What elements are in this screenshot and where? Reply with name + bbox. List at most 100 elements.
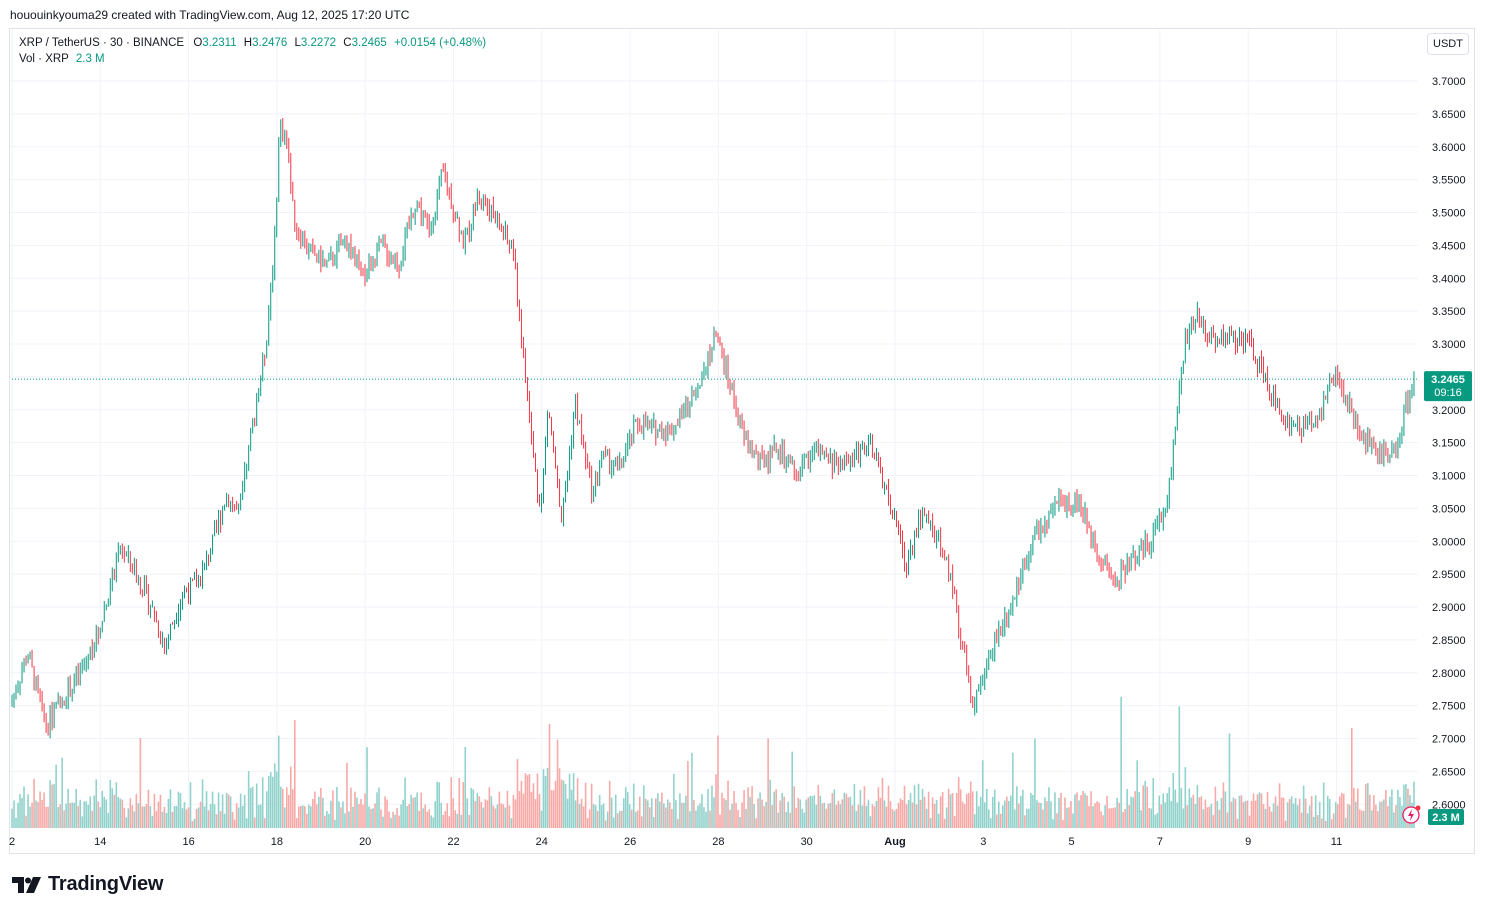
volume-bar xyxy=(338,801,340,828)
volume-bar xyxy=(1336,804,1339,828)
volume-bar xyxy=(424,804,426,828)
volume-bar xyxy=(731,803,733,828)
volume-bar xyxy=(1012,752,1014,828)
volume-bar xyxy=(1310,795,1313,828)
volume-bar xyxy=(540,810,543,828)
volume-bar xyxy=(310,806,312,828)
volume-bar xyxy=(889,801,892,828)
volume-bar xyxy=(11,808,13,828)
x-tick-label: 18 xyxy=(271,836,283,848)
volume-bar xyxy=(657,793,659,828)
volume-bar xyxy=(51,784,53,828)
volume-bar xyxy=(556,739,559,828)
currency-button[interactable]: USDT xyxy=(1427,33,1469,55)
volume-bar xyxy=(448,816,451,828)
volume-bar xyxy=(598,795,601,828)
volume-bar xyxy=(169,789,172,828)
volume-bar xyxy=(979,796,982,828)
volume-bar xyxy=(542,768,545,828)
volume-bar xyxy=(1232,797,1235,828)
volume-bar xyxy=(651,798,653,828)
volume-bar xyxy=(632,783,635,828)
volume-bar xyxy=(1146,786,1149,828)
volume-bar xyxy=(1363,810,1365,828)
tradingview-logo[interactable]: TradingView xyxy=(12,873,163,896)
legend-open: 3.2311 xyxy=(202,37,237,49)
volume-bar xyxy=(875,800,878,828)
volume-bar xyxy=(596,810,599,828)
volume-bar xyxy=(1340,792,1343,828)
volume-bar xyxy=(1034,738,1036,828)
volume-bar xyxy=(1250,800,1253,828)
volume-bar xyxy=(1156,813,1159,828)
volume-bar xyxy=(1365,783,1367,828)
volume-bar xyxy=(271,776,274,828)
volume-bar xyxy=(436,781,439,828)
volume-bar xyxy=(474,801,477,828)
volume-bar xyxy=(1126,788,1128,828)
volume-bar xyxy=(1118,802,1120,828)
volume-bar xyxy=(991,796,994,828)
volume-bar xyxy=(360,799,362,828)
volume-bar xyxy=(1054,792,1056,828)
volume-bar xyxy=(1352,787,1355,828)
volume-bar xyxy=(574,800,577,828)
volume-bar xyxy=(412,797,414,828)
volume-bar xyxy=(1288,799,1291,828)
y-tick-label: 2.6000 xyxy=(1432,799,1466,811)
y-tick-label: 3.0500 xyxy=(1432,503,1466,515)
legend-symbol[interactable]: XRP / TetherUS · 30 · BINANCE xyxy=(19,37,185,49)
volume-bar xyxy=(306,813,308,828)
volume-bar xyxy=(229,796,232,828)
volume-bar xyxy=(1238,795,1241,828)
volume-bar xyxy=(953,816,956,828)
volume-bar xyxy=(624,787,627,828)
volume-bar xyxy=(1294,797,1297,828)
volume-bar xyxy=(608,780,611,828)
volume-bar xyxy=(217,792,220,828)
volume-bar xyxy=(237,807,240,828)
volume-bar xyxy=(430,815,432,828)
volume-bar xyxy=(1383,799,1385,828)
x-tick-label: Aug xyxy=(884,836,905,848)
volume-bar xyxy=(1248,815,1251,828)
volume-bar xyxy=(544,776,547,828)
volume-bar xyxy=(480,802,483,828)
volume-bar xyxy=(408,804,410,828)
volume-bar xyxy=(560,779,563,828)
volume-bar xyxy=(1144,780,1147,828)
volume-bar xyxy=(767,738,769,828)
volume-bar xyxy=(1348,804,1351,828)
volume-bar xyxy=(1196,784,1199,828)
volume-bar xyxy=(715,774,717,828)
volume-bar xyxy=(1150,808,1153,828)
volume-bar xyxy=(723,798,725,828)
volume-bar xyxy=(931,797,934,828)
legend-vol-label[interactable]: Vol · XRP xyxy=(19,53,69,65)
volume-bar xyxy=(1062,819,1064,828)
volume-bar xyxy=(735,802,737,828)
volume-bar xyxy=(1214,786,1217,828)
volume-bar xyxy=(275,771,278,828)
volume-bar xyxy=(793,786,796,828)
volume-bar xyxy=(281,788,284,828)
volume-bar xyxy=(201,779,204,828)
volume-bar xyxy=(967,793,970,828)
volume-bar xyxy=(350,787,352,828)
volume-bar xyxy=(833,789,836,828)
volume-bar xyxy=(699,803,701,828)
volume-bar xyxy=(673,773,675,828)
volume-bar xyxy=(572,773,575,828)
x-tick-label: 26 xyxy=(624,836,636,848)
volume-bar xyxy=(901,800,904,828)
volume-bar xyxy=(1076,792,1078,828)
legend-change: +0.0154 (+0.48%) xyxy=(394,37,487,49)
volume-bar xyxy=(478,796,481,828)
alert-icon[interactable] xyxy=(1402,805,1421,824)
volume-bar xyxy=(977,806,980,828)
volume-bar xyxy=(618,811,621,828)
volume-bar xyxy=(1274,796,1277,828)
volume-bar xyxy=(1120,696,1122,828)
volume-bar xyxy=(1066,807,1068,828)
